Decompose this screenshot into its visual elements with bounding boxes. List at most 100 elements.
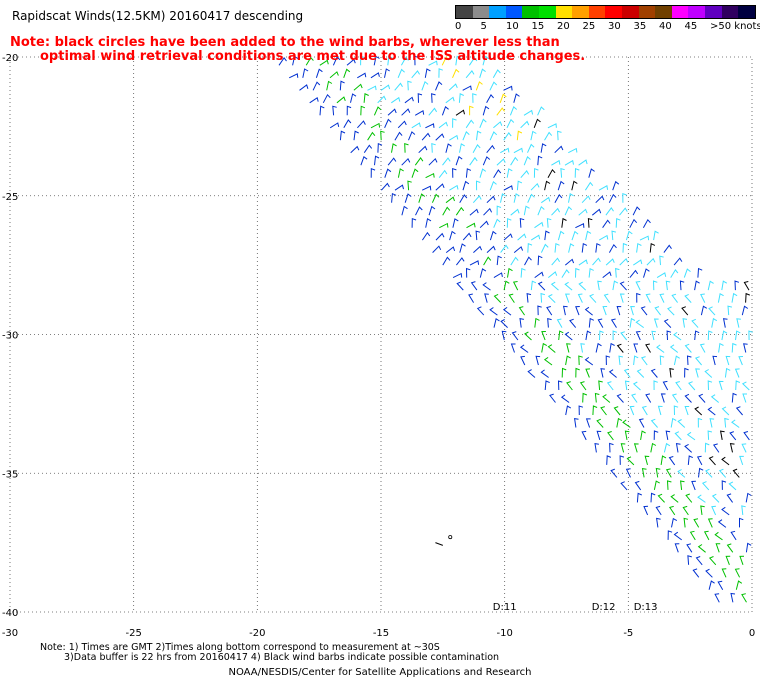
wind-barb: [645, 293, 651, 303]
wind-barb: [707, 330, 713, 341]
wind-barb: [438, 169, 448, 179]
wind-barb: [530, 130, 537, 141]
wind-barb: [350, 145, 360, 154]
wind-barb: [520, 170, 530, 179]
wind-barb: [615, 267, 620, 278]
wind-barb: [503, 280, 510, 291]
wind-barb: [384, 118, 392, 129]
scale-swatch: [721, 6, 739, 18]
wind-barb: [636, 292, 641, 303]
wind-barb: [675, 443, 681, 453]
wind-barb: [527, 143, 535, 153]
wind-barb: [435, 81, 443, 91]
wind-barb: [551, 257, 561, 266]
wind-barb: [686, 355, 692, 366]
wind-barb: [465, 119, 475, 129]
wind-barb: [602, 306, 608, 316]
wind-barb: [469, 260, 480, 266]
wind-barb: [588, 267, 594, 278]
lon-tick-label: -20: [249, 628, 265, 639]
wind-barb: [741, 305, 749, 316]
scale-swatch: [704, 6, 722, 18]
wind-barb: [442, 157, 451, 166]
wind-barb: [554, 242, 560, 253]
wind-barb: [671, 517, 678, 528]
warning-note-line-2: optimal wind retrieval conditions are me…: [40, 49, 586, 64]
wind-barb: [725, 555, 731, 565]
wind-barb: [579, 381, 587, 391]
wind-barb: [472, 195, 482, 204]
scale-swatch: [588, 6, 606, 18]
wind-barb: [415, 206, 423, 216]
wind-barb: [411, 218, 417, 228]
wind-barb: [565, 355, 571, 366]
wind-barb: [660, 455, 667, 465]
scale-swatch: [738, 6, 755, 18]
wind-barb: [517, 233, 527, 241]
wind-barb: [367, 85, 377, 91]
wind-barb: [339, 80, 345, 91]
wind-barb: [611, 230, 617, 241]
wind-barb: [452, 118, 457, 128]
wind-barb: [684, 406, 690, 416]
wind-barb: [597, 280, 602, 291]
wind-barb: [288, 73, 299, 79]
wind-barb: [663, 244, 672, 253]
wind-barb: [657, 405, 663, 416]
wind-barb: [635, 319, 644, 329]
wind-barb: [575, 306, 580, 316]
wind-barb: [377, 95, 387, 104]
wind-barb: [411, 168, 419, 178]
wind-barb: [730, 530, 737, 541]
wind-barb: [479, 168, 487, 178]
wind-barb: [343, 119, 352, 129]
wind-barb: [575, 223, 585, 229]
scale-labels: 0 5 10 15 20 25 30 35 40 45 >50 knots: [455, 19, 760, 33]
wind-barb: [588, 168, 595, 178]
wind-barb: [353, 130, 359, 141]
wind-barb: [670, 269, 679, 278]
wind-barb: [597, 318, 604, 328]
wind-barb: [549, 393, 556, 403]
wind-barb: [619, 281, 627, 291]
wind-barb: [619, 455, 625, 465]
wind-barb: [735, 406, 743, 416]
wind-barb: [540, 243, 549, 253]
wind-barb: [616, 393, 624, 403]
wind-barb: [496, 158, 506, 166]
wind-barb: [452, 272, 463, 279]
scale-label: 5: [480, 21, 487, 32]
wind-barb: [511, 331, 519, 341]
wind-barb: [561, 367, 567, 378]
wind-barb: [535, 355, 541, 366]
wind-barb: [520, 355, 526, 366]
lat-tick-label: -20: [2, 53, 18, 64]
wind-barb: [472, 93, 477, 103]
wind-barb: [712, 355, 718, 366]
wind-barb: [319, 105, 325, 116]
wind-barb: [479, 118, 487, 128]
wind-barb: [486, 245, 496, 253]
wind-barb: [704, 442, 710, 453]
wind-barb: [445, 96, 455, 104]
wind-barb: [506, 168, 513, 178]
wind-barb: [683, 517, 689, 528]
wind-barb: [401, 157, 411, 166]
wind-barb: [608, 243, 617, 253]
wind-barb: [560, 168, 565, 178]
wind-barb: [455, 55, 461, 66]
wind-barb: [688, 381, 696, 391]
wind-barb: [357, 120, 366, 129]
scale-swatch: [522, 6, 539, 18]
wind-barb: [394, 131, 403, 141]
wind-barb: [659, 255, 664, 266]
wind-barb: [452, 168, 457, 178]
wind-barb: [557, 180, 565, 191]
wind-barb: [510, 343, 516, 353]
wind-barb: [326, 80, 333, 91]
wind-barb: [612, 180, 620, 191]
wind-barb: [384, 68, 390, 78]
wind-barb: [513, 193, 520, 203]
wind-barb: [712, 443, 720, 453]
contamination-circle: [448, 535, 453, 540]
